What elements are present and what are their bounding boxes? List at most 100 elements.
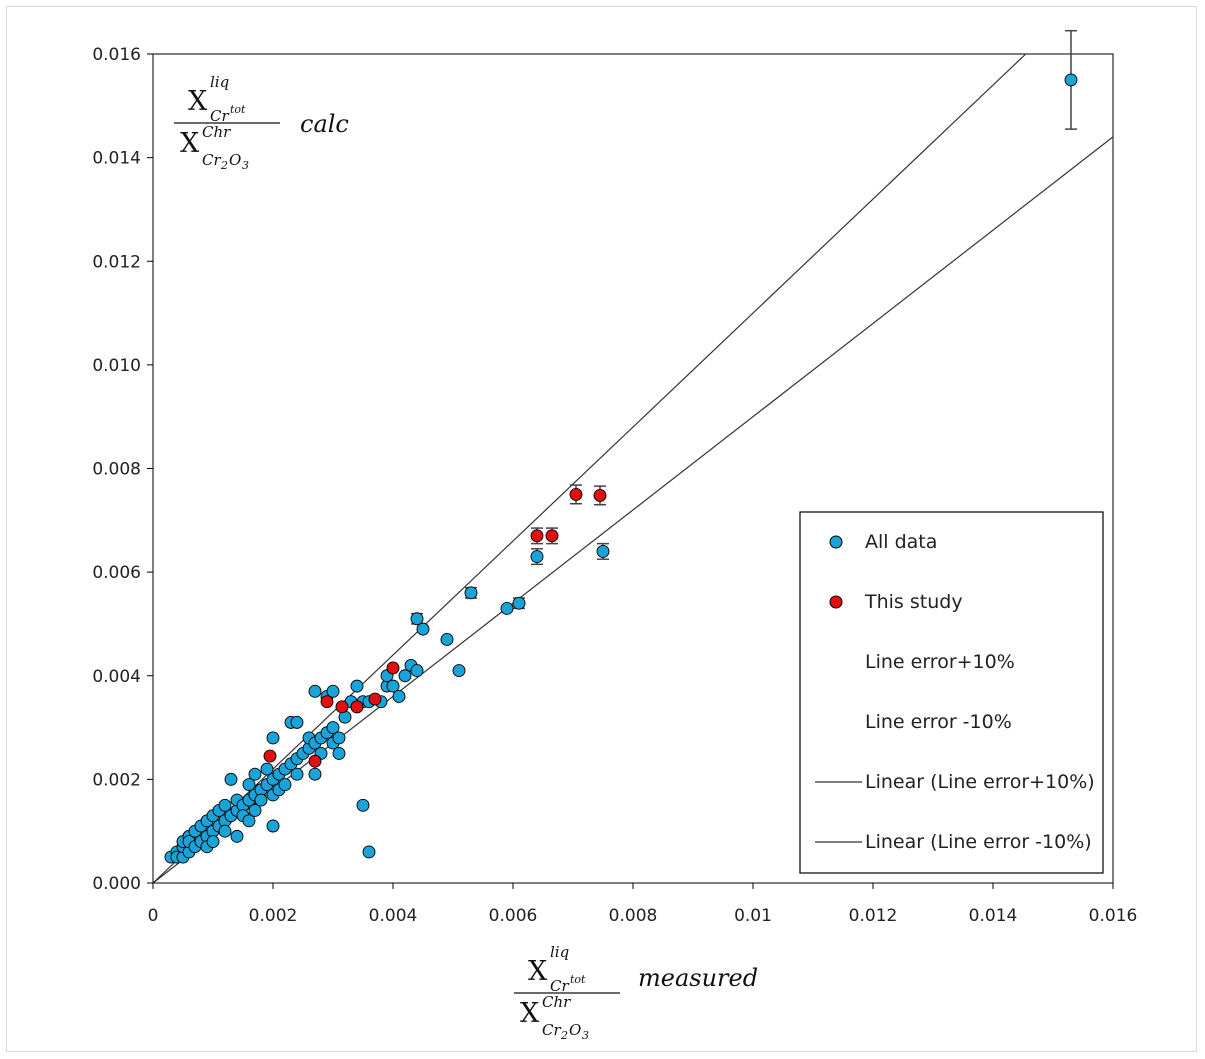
point-this-study bbox=[335, 700, 349, 714]
point-all-data bbox=[326, 721, 340, 735]
ylabel-den-sub2: 2 bbox=[220, 159, 228, 172]
point-all-data bbox=[248, 804, 262, 817]
point-this-study bbox=[593, 488, 607, 502]
point-all-data bbox=[218, 824, 232, 838]
point-all-data bbox=[410, 612, 424, 626]
ylabel-den-sub: Cr bbox=[202, 151, 221, 169]
x-tick-label: 0.008 bbox=[609, 906, 658, 926]
ylabel-num-subsup: tot bbox=[230, 103, 246, 116]
point-this-study bbox=[530, 529, 544, 543]
legend-item-all-data: All data bbox=[829, 531, 937, 553]
point-all-data bbox=[398, 669, 412, 683]
legend-item-linear-minus: Linear (Line error -10%) bbox=[815, 831, 1092, 853]
ylabel-den-base: X bbox=[180, 128, 200, 159]
x-tick-label: 0.002 bbox=[249, 906, 298, 926]
xlabel-den-sub2: 2 bbox=[560, 1029, 568, 1042]
x-tick-label: 0.012 bbox=[849, 906, 898, 926]
point-all-data bbox=[326, 684, 340, 698]
xlabel-suffix: measured bbox=[638, 964, 758, 992]
x-tick-label: 0.01 bbox=[734, 906, 772, 926]
point-all-data bbox=[416, 622, 430, 636]
y-tick-label: 0.000 bbox=[92, 874, 141, 894]
point-this-study bbox=[386, 661, 400, 675]
point-this-study bbox=[320, 695, 334, 709]
point-this-study bbox=[350, 700, 364, 714]
y-tick-label: 0.008 bbox=[92, 460, 141, 480]
point-all-data bbox=[230, 829, 244, 843]
xlabel-den-base: X bbox=[520, 998, 540, 1029]
legend-box bbox=[799, 511, 1104, 874]
legend-label-line-error-minus: Line error -10% bbox=[865, 711, 1012, 733]
point-all-data bbox=[386, 679, 400, 693]
point-all-data bbox=[1064, 73, 1078, 87]
x-tick-label: 0.004 bbox=[369, 906, 418, 926]
point-all-data bbox=[266, 819, 280, 833]
point-this-study bbox=[263, 749, 277, 763]
xlabel-den-sub: Cr bbox=[542, 1021, 561, 1039]
point-this-study bbox=[368, 692, 382, 706]
point-all-data bbox=[218, 798, 232, 812]
legend-item-linear-plus: Linear (Line error+10%) bbox=[815, 771, 1095, 793]
point-all-data bbox=[242, 814, 256, 828]
point-all-data bbox=[452, 664, 466, 678]
point-this-study bbox=[545, 529, 559, 543]
point-all-data bbox=[224, 772, 238, 786]
point-all-data bbox=[464, 586, 478, 600]
y-tick-label: 0.002 bbox=[92, 770, 141, 790]
y-tick-label: 0.004 bbox=[92, 667, 141, 687]
ylabel-num-sub: Cr bbox=[210, 107, 229, 125]
x-tick-label: 0 bbox=[148, 906, 159, 926]
x-tick-label: 0.006 bbox=[489, 906, 538, 926]
xlabel-den-sup: Chr bbox=[542, 993, 571, 1011]
point-all-data bbox=[308, 767, 322, 781]
point-all-data bbox=[254, 793, 268, 807]
legend-label-all-data: All data bbox=[865, 531, 937, 553]
y-tick-label: 0.014 bbox=[92, 149, 141, 169]
ylabel-den-sub3: O bbox=[229, 151, 241, 169]
point-this-study bbox=[308, 754, 322, 768]
point-all-data bbox=[248, 767, 262, 781]
point-all-data bbox=[596, 544, 610, 558]
point-all-data bbox=[332, 731, 346, 745]
ylabel-suffix: calc bbox=[300, 110, 349, 138]
point-all-data bbox=[308, 684, 322, 698]
point-all-data bbox=[332, 747, 346, 760]
y-axis-label: X liq Cr tot X Chr Cr 2 O 3 calc bbox=[174, 73, 349, 172]
fit-line bbox=[152, 53, 1027, 884]
point-all-data bbox=[290, 767, 304, 781]
xlabel-den-sub3: O bbox=[569, 1021, 581, 1039]
point-all-data bbox=[440, 633, 454, 646]
y-tick-label: 0.006 bbox=[92, 563, 141, 583]
legend: All data This study Line error+10% Line … bbox=[799, 511, 1104, 874]
point-all-data bbox=[260, 762, 274, 776]
xlabel-num-sub: Cr bbox=[550, 977, 569, 995]
x-tick-label: 0.016 bbox=[1089, 906, 1138, 926]
data-points bbox=[164, 73, 1078, 864]
legend-label-linear-minus: Linear (Line error -10%) bbox=[865, 831, 1092, 853]
point-all-data bbox=[410, 664, 424, 678]
point-this-study bbox=[569, 487, 583, 501]
legend-marker-all-data bbox=[829, 535, 843, 549]
point-all-data bbox=[290, 715, 304, 729]
y-tick-label: 0.016 bbox=[92, 45, 141, 65]
xlabel-num-base: X bbox=[528, 956, 548, 987]
point-all-data bbox=[266, 731, 280, 745]
point-all-data bbox=[278, 778, 292, 792]
x-axis-ticks: 0 0.002 0.004 0.006 0.008 0.01 0.012 0.014 0.016 bbox=[148, 883, 1138, 926]
point-all-data bbox=[206, 835, 220, 848]
point-all-data bbox=[500, 601, 514, 615]
legend-label-this-study: This study bbox=[864, 591, 963, 613]
y-tick-label: 0.010 bbox=[92, 356, 141, 376]
point-all-data bbox=[350, 679, 364, 693]
ylabel-den-sub4: 3 bbox=[242, 159, 249, 172]
point-all-data bbox=[530, 550, 544, 564]
legend-marker-this-study bbox=[829, 595, 843, 609]
point-all-data bbox=[242, 778, 256, 792]
point-all-data bbox=[362, 845, 376, 859]
y-tick-label: 0.012 bbox=[92, 252, 141, 272]
ylabel-num-sup: liq bbox=[210, 73, 229, 91]
xlabel-num-subsup: tot bbox=[570, 973, 586, 986]
legend-item-this-study: This study bbox=[829, 591, 963, 613]
y-axis-ticks: 0.000 0.002 0.004 0.006 0.008 0.010 0.012 0.014… bbox=[92, 45, 153, 894]
